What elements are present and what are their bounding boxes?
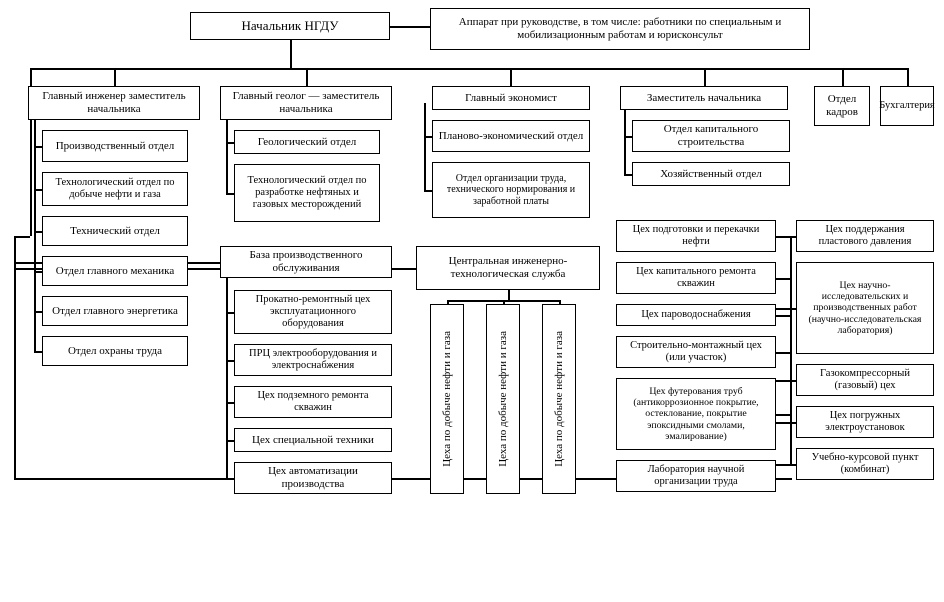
node-c2b: Технологический отдел по разработке нефт… xyxy=(234,164,380,222)
connector-line xyxy=(776,352,792,354)
node-c1f: Отдел охраны труда xyxy=(42,336,188,366)
connector-line xyxy=(776,422,796,424)
node-cits: Центральная инженерно-технологическая сл… xyxy=(416,246,600,290)
node-label: Цеха по добыче нефти и газа xyxy=(497,331,509,467)
node-c1b: Технологический отдел по добыче нефти и … xyxy=(42,172,188,206)
node-c2a: Геологический отдел xyxy=(234,130,380,154)
connector-line xyxy=(776,478,792,480)
connector-line xyxy=(14,236,16,478)
node-r6: Лаборатория научной организации труда xyxy=(616,460,776,492)
node-b3: Цех подземного ремонта скважин xyxy=(234,386,392,418)
node-buh: Бухгалтерия xyxy=(880,86,934,126)
node-v2: Цеха по добыче нефти и газа xyxy=(486,304,520,494)
node-r3: Цех пароводоснабжения xyxy=(616,304,776,326)
node-v1: Цеха по добыче нефти и газа xyxy=(430,304,464,494)
connector-line xyxy=(704,68,706,86)
node-aparat: Аппарат при руководстве, в том числе: ра… xyxy=(430,8,810,50)
node-head: Начальник НГДУ xyxy=(190,12,390,40)
connector-line xyxy=(508,290,510,300)
connector-line xyxy=(114,68,116,86)
node-c1c: Технический отдел xyxy=(42,216,188,246)
connector-line xyxy=(226,312,234,314)
connector-line xyxy=(907,68,909,86)
connector-line xyxy=(226,193,234,195)
node-c4a: Отдел капитального строительства xyxy=(632,120,790,152)
connector-line xyxy=(776,380,796,382)
node-c3a: Планово-экономический отдел xyxy=(432,120,590,152)
connector-line xyxy=(34,146,42,148)
connector-line xyxy=(34,271,42,273)
connector-line xyxy=(226,142,234,144)
node-kadr: Отдел кадров xyxy=(814,86,870,126)
connector-line xyxy=(624,136,632,138)
node-baza: База производственного обслуживания xyxy=(220,246,392,278)
node-r1: Цех подготовки и перекачки нефти xyxy=(616,220,776,252)
connector-line xyxy=(306,68,308,86)
node-r5: Цех футерования труб (антикоррозионное п… xyxy=(616,378,776,450)
node-b4: Цех специальной техники xyxy=(234,428,392,452)
node-s1: Цех поддержания пластового давления xyxy=(796,220,934,252)
node-c3b: Отдел организации труда, технического но… xyxy=(432,162,590,218)
node-c1e: Отдел главного энергетика xyxy=(42,296,188,326)
node-c2: Главный геолог — заместитель начальника xyxy=(220,86,392,120)
connector-line xyxy=(776,315,792,317)
connector-line xyxy=(290,40,292,68)
node-r2: Цех капитального ремонта скважин xyxy=(616,262,776,294)
node-c3: Главный экономист xyxy=(432,86,590,110)
connector-line xyxy=(14,236,30,238)
connector-line xyxy=(390,26,430,28)
node-c4: Заместитель начальника xyxy=(620,86,788,110)
node-label: Цеха по добыче нефти и газа xyxy=(441,331,453,467)
connector-line xyxy=(226,402,234,404)
connector-line xyxy=(424,103,426,190)
node-r4: Строительно-монтажный цех (или участок) xyxy=(616,336,776,368)
connector-line xyxy=(510,68,512,86)
connector-line xyxy=(424,190,432,192)
connector-line xyxy=(424,136,432,138)
connector-line xyxy=(34,189,42,191)
connector-line xyxy=(34,311,42,313)
connector-line xyxy=(776,464,796,466)
node-s5: Учебно-курсовой пункт (комбинат) xyxy=(796,448,934,480)
connector-line xyxy=(226,278,228,478)
connector-line xyxy=(226,440,234,442)
connector-line xyxy=(776,236,796,238)
node-c4b: Хозяйственный отдел xyxy=(632,162,790,186)
connector-line xyxy=(776,414,792,416)
connector-line xyxy=(34,103,36,351)
node-s3: Газокомпрессорный (газовый) цех xyxy=(796,364,934,396)
connector-line xyxy=(34,231,42,233)
node-b1: Прокатно-ремонтный цех эксплуатационного… xyxy=(234,290,392,334)
connector-line xyxy=(776,308,796,310)
node-c1: Главный инженер заместитель начальника xyxy=(28,86,200,120)
node-v3: Цеха по добыче нефти и газа xyxy=(542,304,576,494)
connector-line xyxy=(34,351,42,353)
connector-line xyxy=(30,68,908,70)
node-b2: ПРЦ электрооборудования и электроснабжен… xyxy=(234,344,392,376)
node-s4: Цех погружных электроустановок xyxy=(796,406,934,438)
node-c1a: Производственный отдел xyxy=(42,130,188,162)
connector-line xyxy=(776,278,792,280)
connector-line xyxy=(842,68,844,86)
node-b5: Цех автоматизации производства xyxy=(234,462,392,494)
node-s2: Цех научно-исследовательских и производс… xyxy=(796,262,934,354)
connector-line xyxy=(226,360,234,362)
connector-line xyxy=(624,103,626,174)
node-c1d: Отдел главного механика xyxy=(42,256,188,286)
node-label: Цеха по добыче нефти и газа xyxy=(553,331,565,467)
connector-line xyxy=(624,174,632,176)
connector-line xyxy=(790,236,792,464)
